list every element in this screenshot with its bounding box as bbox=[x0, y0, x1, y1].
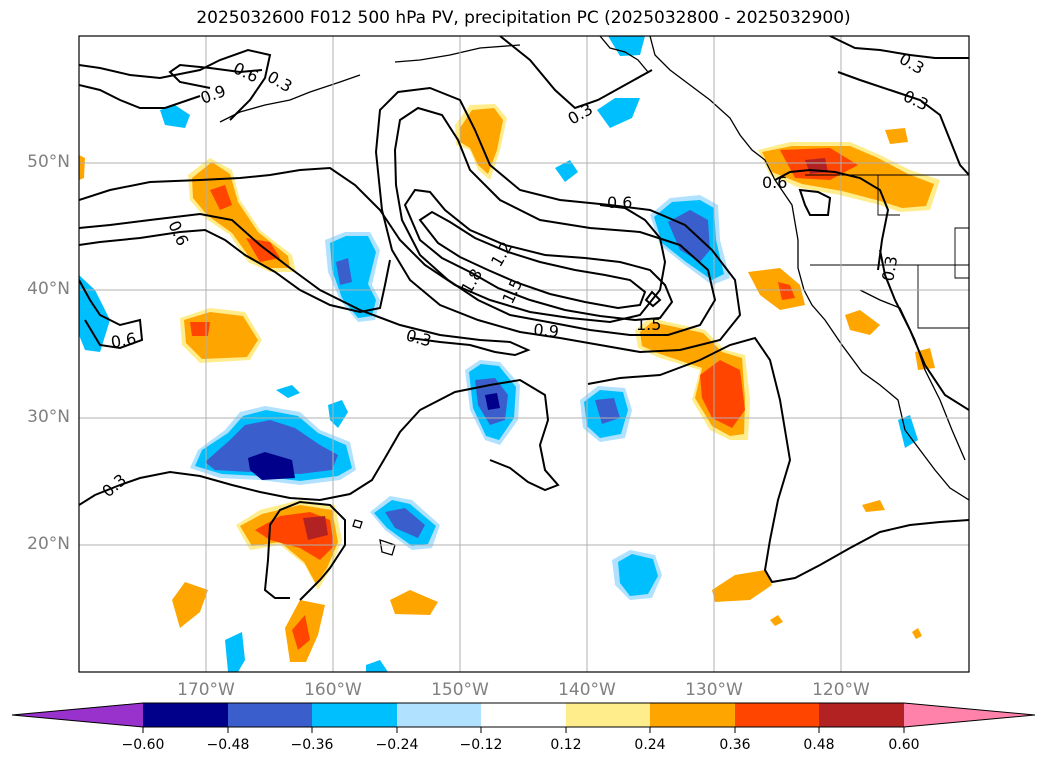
lon-label-170w: 170°W bbox=[177, 680, 235, 700]
lon-label-160w: 160°W bbox=[304, 680, 362, 700]
coastlines bbox=[219, 36, 969, 556]
precip-negative-region bbox=[225, 632, 245, 672]
lat-label-20n: 20°N bbox=[27, 534, 70, 554]
colorbar-tick: −0.24 bbox=[375, 737, 419, 753]
contour-label: 0.9 bbox=[533, 320, 560, 341]
precip-positive-region bbox=[79, 155, 85, 180]
contour-label: 1.8 bbox=[457, 265, 486, 297]
pv-contour-0.6 bbox=[79, 279, 144, 350]
pv-contour-0.9 bbox=[374, 86, 742, 354]
precip-positive-region bbox=[862, 500, 885, 512]
contour-label: 1.5 bbox=[498, 276, 526, 307]
pv-contour-0.6 bbox=[774, 168, 890, 271]
pv-contour-0.6 bbox=[798, 188, 832, 216]
pv-contour-0.3 bbox=[829, 36, 969, 59]
colorbar-tick: 0.24 bbox=[634, 737, 666, 753]
contour-label: 0.3 bbox=[404, 326, 434, 351]
precip-positive-region bbox=[912, 628, 922, 639]
pv-contour-0.6 bbox=[168, 63, 263, 89]
contour-label: 0.6 bbox=[109, 329, 137, 352]
contour-label: 0.3 bbox=[264, 67, 296, 96]
pv-contour-0.6 bbox=[79, 228, 391, 314]
pv-contour-0.9 bbox=[79, 84, 201, 109]
colorbar-tick: −0.48 bbox=[206, 737, 250, 753]
political-borders bbox=[805, 174, 969, 329]
pv-contour-0.6 bbox=[263, 500, 346, 601]
pv-contour-0.3 bbox=[79, 378, 560, 506]
pv-contour-1.5 bbox=[403, 188, 674, 322]
colorbar-tick: −0.60 bbox=[121, 737, 165, 753]
colorbar-tick: −0.12 bbox=[459, 737, 503, 753]
lon-label-140w: 140°W bbox=[558, 680, 616, 700]
lon-label-130w: 130°W bbox=[685, 680, 743, 700]
colorbar-tick: −0.36 bbox=[290, 737, 334, 753]
contour-label: 0.6 bbox=[164, 218, 192, 249]
contour-label: 0.3 bbox=[98, 470, 130, 501]
colorbar-tick: 0.48 bbox=[803, 737, 835, 753]
pv-contour-1.8 bbox=[644, 290, 662, 308]
precip-positive-region bbox=[885, 128, 908, 144]
north-america-coastline bbox=[649, 36, 969, 501]
pv-contour-0.3 bbox=[879, 249, 969, 411]
colorbar-min-extend bbox=[12, 703, 143, 727]
precip-negative-region bbox=[555, 160, 578, 182]
precip-positive-region bbox=[748, 268, 805, 310]
pv-contour-0.3 bbox=[587, 336, 969, 584]
map-title: 2025032600 F012 500 hPa PV, precipitatio… bbox=[196, 8, 851, 28]
contour-label: 0.9 bbox=[198, 81, 228, 108]
contour-label: 1.2 bbox=[487, 238, 516, 270]
pv-contour-0.3 bbox=[837, 71, 969, 176]
precip-negative-region bbox=[608, 36, 645, 56]
lat-label-30n: 30°N bbox=[27, 407, 70, 427]
precip-negative-region bbox=[366, 660, 388, 672]
gridlines bbox=[79, 36, 969, 672]
precip-negative-region bbox=[597, 98, 640, 128]
precip-positive-region bbox=[390, 590, 438, 615]
pv-contour-0.3 bbox=[79, 212, 531, 357]
colorbar bbox=[11, 702, 1036, 733]
precip-negative-region bbox=[160, 105, 190, 128]
colorbar-max-extend bbox=[904, 703, 1035, 727]
pv-contour-0.3 bbox=[499, 36, 653, 110]
lat-label-50n: 50°N bbox=[27, 152, 70, 172]
precip-positive-region bbox=[712, 570, 772, 602]
precip-negative-region bbox=[328, 400, 348, 428]
precip-positive-region bbox=[770, 615, 783, 626]
pv-contour-0.3 bbox=[79, 48, 272, 121]
pv-contour-0.6 bbox=[79, 166, 667, 324]
precip-positive-region bbox=[845, 310, 880, 335]
pv-contour-1.8 bbox=[418, 210, 647, 310]
lon-label-120w: 120°W bbox=[812, 680, 870, 700]
colorbar-tick: 0.36 bbox=[719, 737, 751, 753]
contour-label: 0.6 bbox=[607, 193, 632, 212]
precip-positive-region bbox=[172, 582, 208, 628]
pv-contour-1.2 bbox=[393, 106, 717, 336]
contour-label: 0.6 bbox=[762, 173, 787, 192]
contour-label: 0.6 bbox=[230, 58, 261, 86]
contour-label: 0.3 bbox=[878, 254, 901, 282]
map-frame bbox=[78, 35, 970, 673]
colorbar-tick: 0.60 bbox=[888, 737, 920, 753]
colorbar-tick: 0.12 bbox=[550, 737, 582, 753]
precip-negative-region bbox=[276, 385, 300, 398]
pv-contours bbox=[79, 36, 969, 601]
contour-label: 0.3 bbox=[900, 86, 931, 114]
contour-label: 1.5 bbox=[636, 315, 661, 334]
lat-label-40n: 40°N bbox=[27, 279, 70, 299]
lon-label-150w: 150°W bbox=[431, 680, 489, 700]
